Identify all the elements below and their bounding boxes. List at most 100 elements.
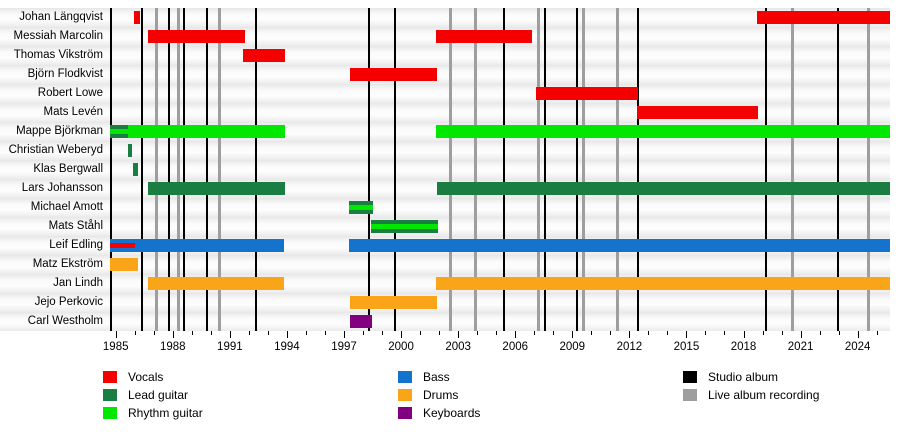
- row-band: [0, 141, 890, 160]
- axis-tick: [115, 331, 117, 338]
- legend-label: Live album recording: [708, 388, 820, 402]
- bar-drums: [349, 296, 438, 309]
- live-album-recording-line: [790, 8, 794, 331]
- member-name: Michael Amott: [30, 201, 103, 213]
- legend-item-live-album-recording: Live album recording: [683, 386, 819, 404]
- member-name: Mappe Björkman: [16, 125, 103, 137]
- bar-bass: [349, 239, 890, 252]
- row-band: [0, 198, 890, 217]
- axis-tick: [191, 331, 193, 335]
- live-album-recording-line: [866, 8, 870, 331]
- studio-album-line: [255, 8, 258, 331]
- axis-year-label: 1991: [217, 341, 243, 353]
- axis-year-label: 1997: [331, 341, 357, 353]
- studio-album-line: [836, 8, 839, 331]
- row-band: [0, 8, 890, 27]
- legend-column-albums: Studio album Live album recording: [683, 368, 819, 404]
- legend-label: Keyboards: [423, 406, 481, 420]
- row-band: [0, 255, 890, 274]
- bar-vocals: [436, 30, 533, 43]
- row-band: [0, 65, 890, 84]
- bar-vocals: [349, 68, 438, 81]
- axis-year-label: 2000: [388, 341, 414, 353]
- member-name: Matz Ekström: [32, 258, 103, 270]
- member-name: Johan Längqvist: [19, 11, 103, 23]
- axis-year-label: 2018: [730, 341, 757, 353]
- axis-tick: [876, 331, 878, 335]
- live-album-recording-line: [615, 8, 619, 331]
- member-name: Messiah Marcolin: [13, 30, 103, 42]
- live-album-recording-line: [217, 8, 221, 331]
- legend-column-roles-2: Bass Drums Keyboards: [398, 368, 480, 422]
- bar-vocals: [243, 49, 285, 62]
- axis-tick: [496, 331, 498, 335]
- member-name: Mats Ståhl: [48, 220, 103, 232]
- studio-album-line: [183, 8, 186, 331]
- axis-tick: [515, 331, 517, 338]
- axis-tick: [477, 331, 479, 335]
- member-name: Mats Levén: [43, 106, 103, 118]
- legend-label: Lead guitar: [128, 388, 189, 402]
- legend-column-roles-1: Vocals Lead guitar Rhythm guitar: [103, 368, 203, 422]
- row-band: [0, 84, 890, 103]
- legend-item-vocals: Vocals: [103, 368, 203, 386]
- axis-tick: [667, 331, 669, 335]
- axis-tick: [153, 331, 155, 335]
- timeline-plot-area: [110, 8, 890, 331]
- bar-vocals: [148, 30, 246, 43]
- legend-label: Bass: [423, 370, 450, 384]
- axis-year-label: 2021: [787, 341, 814, 353]
- axis-tick: [629, 331, 631, 338]
- bar-vocals: [133, 11, 141, 24]
- member-name: Robert Lowe: [37, 87, 103, 99]
- bar-vocals: [756, 11, 890, 24]
- axis-tick: [534, 331, 536, 335]
- axis-tick: [610, 331, 612, 335]
- row-band: [0, 312, 890, 331]
- bar-lead_guitar: [132, 163, 138, 176]
- studio-album-line: [765, 8, 768, 331]
- axis-tick: [819, 331, 821, 335]
- axis-tick: [267, 331, 269, 335]
- axis-tick: [591, 331, 593, 335]
- member-name: Jan Lindh: [53, 277, 103, 289]
- axis-tick: [553, 331, 555, 335]
- bar-keyboards: [349, 315, 372, 328]
- legend-label: Rhythm guitar: [128, 406, 203, 420]
- axis-tick: [210, 331, 212, 335]
- axis-tick: [838, 331, 840, 335]
- studio-album-line: [141, 8, 144, 331]
- axis-tick: [248, 331, 250, 335]
- bar-drums: [110, 258, 138, 271]
- stripe-rhythm_guitar: [371, 224, 439, 229]
- member-name: Björn Flodkvist: [27, 68, 103, 80]
- bar-vocals: [636, 106, 758, 119]
- legend-item-drums: Drums: [398, 386, 480, 404]
- studio-album-line: [206, 8, 209, 331]
- axis-tick: [743, 331, 745, 338]
- member-name: Carl Westholm: [27, 315, 103, 327]
- bar-rhythm_guitar: [128, 125, 285, 138]
- bar-lead_guitar: [128, 144, 133, 157]
- member-name: Jejo Perkovic: [34, 296, 103, 308]
- live-album-recording-swatch: [683, 389, 697, 401]
- member-name: Christian Weberyd: [8, 144, 103, 156]
- legend-label: Drums: [423, 388, 459, 402]
- member-name: Klas Bergwall: [33, 163, 103, 175]
- axis-tick: [800, 331, 802, 338]
- legend-label: Vocals: [128, 370, 164, 384]
- axis-tick: [705, 331, 707, 335]
- row-band: [0, 46, 890, 65]
- axis-tick: [781, 331, 783, 335]
- legend: Vocals Lead guitar Rhythm guitar Bass Dr…: [0, 368, 900, 434]
- plot-left-border: [110, 8, 112, 331]
- bar-drums: [436, 277, 890, 290]
- bass-swatch: [398, 371, 412, 383]
- axis-tick: [324, 331, 326, 335]
- bar-rhythm_guitar: [436, 125, 890, 138]
- axis-tick: [134, 331, 136, 335]
- axis-tick: [762, 331, 764, 335]
- legend-item-lead-guitar: Lead guitar: [103, 386, 203, 404]
- axis-tick: [458, 331, 460, 338]
- axis-tick: [401, 331, 403, 338]
